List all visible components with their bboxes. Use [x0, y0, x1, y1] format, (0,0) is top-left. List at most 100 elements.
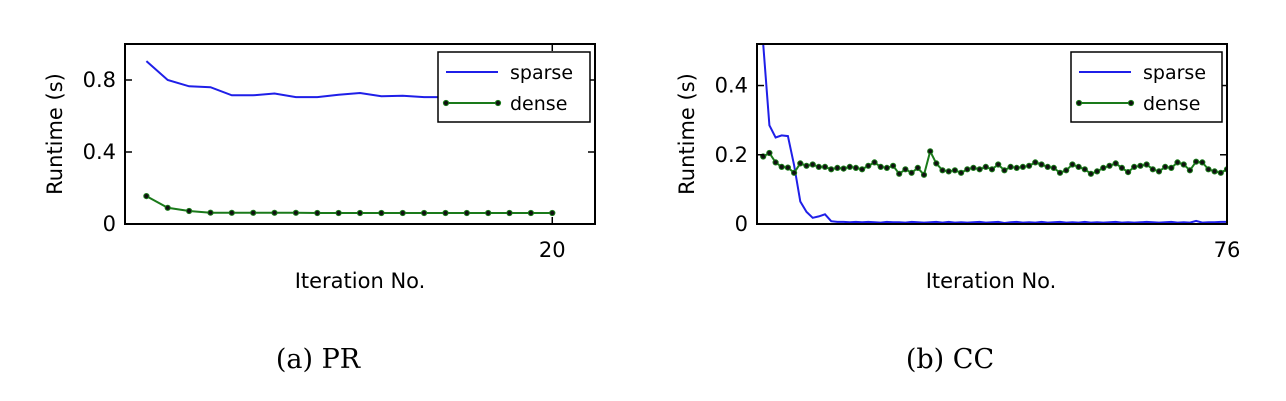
data-point-dense [314, 209, 321, 217]
y-tick-label: 0 [103, 212, 116, 236]
data-point-dense [784, 164, 792, 171]
data-point-dense [250, 209, 257, 216]
data-point-dense [378, 209, 385, 217]
data-point-dense [527, 209, 535, 217]
data-point-dense [1032, 159, 1039, 166]
data-point-dense [143, 193, 150, 200]
data-point-dense [164, 204, 171, 211]
data-point-dense [228, 209, 235, 216]
data-point-dense [1081, 166, 1088, 173]
data-point-dense [1168, 164, 1175, 171]
data-point-dense [1180, 161, 1187, 168]
data-point-dense [803, 162, 810, 169]
data-point-dense [933, 160, 940, 167]
data-point-dense [1050, 164, 1057, 171]
data-point-dense [995, 161, 1002, 168]
data-point-dense [914, 164, 921, 171]
data-point-dense [399, 209, 406, 217]
y-axis-label: Runtime (s) [675, 73, 699, 195]
data-point-dense [797, 160, 804, 167]
data-point-dense [964, 166, 971, 173]
data-point-dense [463, 209, 470, 217]
x-tick-label: 76 [1214, 238, 1241, 262]
data-point-dense [791, 169, 798, 176]
data-point-dense [271, 209, 278, 216]
data-point-dense [485, 209, 492, 217]
data-point-dense [871, 159, 878, 166]
data-point-dense [1118, 164, 1126, 171]
data-point-dense [1186, 167, 1194, 174]
data-point-dense [859, 166, 866, 173]
data-point-dense [1044, 163, 1051, 170]
series-dense [760, 148, 1227, 178]
data-point-dense [1137, 162, 1144, 169]
data-point-dense [1162, 163, 1169, 170]
legend-marker-dense [494, 99, 502, 107]
data-point-dense [1094, 168, 1101, 175]
data-point-dense [1106, 162, 1113, 169]
data-point-dense [1155, 168, 1163, 175]
data-point-dense [1217, 169, 1224, 176]
legend-marker-dense [442, 99, 450, 107]
data-point-dense [1149, 166, 1156, 173]
data-point-dense [976, 166, 983, 173]
data-point-dense [902, 166, 909, 173]
legend-label-sparse: sparse [1143, 62, 1206, 84]
data-point-dense [1026, 162, 1033, 169]
data-point-dense [292, 209, 299, 216]
data-point-dense [970, 164, 977, 171]
data-point-dense [356, 209, 364, 217]
plot-frame [756, 43, 1228, 225]
data-point-dense [1069, 161, 1076, 168]
data-point-dense [1056, 169, 1064, 176]
data-point-dense [1001, 167, 1008, 174]
data-point-dense [1007, 163, 1014, 170]
y-tick-label: 0.4 [83, 140, 116, 164]
legend-box [1070, 51, 1223, 123]
series-line-sparse [762, 44, 1227, 224]
legend-box [437, 51, 591, 123]
data-point-dense [951, 167, 959, 174]
data-point-dense [1199, 159, 1206, 166]
data-point-dense [809, 161, 816, 168]
data-point-dense [1193, 158, 1200, 165]
data-point-dense [883, 164, 891, 171]
data-point-dense [1112, 160, 1119, 167]
x-tick-label: 20 [539, 238, 566, 262]
data-point-dense [772, 159, 779, 166]
legend-marker-dense [1127, 99, 1135, 107]
y-tick-label: 0 [735, 212, 748, 236]
data-point-dense [1063, 167, 1070, 174]
series-line-dense [145, 195, 553, 214]
legend: sparse dense [437, 51, 591, 123]
data-point-dense [834, 164, 841, 171]
data-point-dense [1019, 163, 1027, 170]
data-point-dense [877, 163, 884, 170]
y-axis-label: Runtime (s) [43, 73, 67, 195]
data-point-dense [852, 164, 860, 171]
data-point-dense [1131, 163, 1138, 170]
x-axis-label: Iteration No. [295, 269, 426, 293]
data-point-dense [846, 163, 853, 170]
data-point-dense [1087, 170, 1095, 177]
legend-marker-dense [1075, 99, 1083, 107]
chart-panel-cc: 0 0.2 0.4 76 Iteration No. Runtime (s) sparse d… [675, 43, 1241, 375]
data-point-dense [1143, 161, 1150, 168]
data-point-dense [890, 162, 897, 169]
data-point-dense [927, 148, 934, 155]
series-line-dense [762, 148, 1227, 177]
legend-label-sparse: sparse [510, 62, 573, 84]
legend: sparse dense [1070, 51, 1223, 123]
data-point-dense [988, 166, 996, 173]
data-point-dense [186, 207, 193, 215]
data-point-dense [207, 209, 214, 216]
data-point-dense [828, 166, 835, 173]
y-tick-label: 0.4 [715, 74, 748, 98]
chart-panel-pr: 0 0.4 0.8 20 Iteration No. Runtime (s) sparse d… [43, 43, 596, 375]
series-sparse [762, 44, 1227, 224]
data-point-dense [939, 167, 946, 174]
data-point-dense [1174, 159, 1181, 166]
data-point-dense [1013, 164, 1020, 171]
data-point-dense [1038, 161, 1045, 168]
